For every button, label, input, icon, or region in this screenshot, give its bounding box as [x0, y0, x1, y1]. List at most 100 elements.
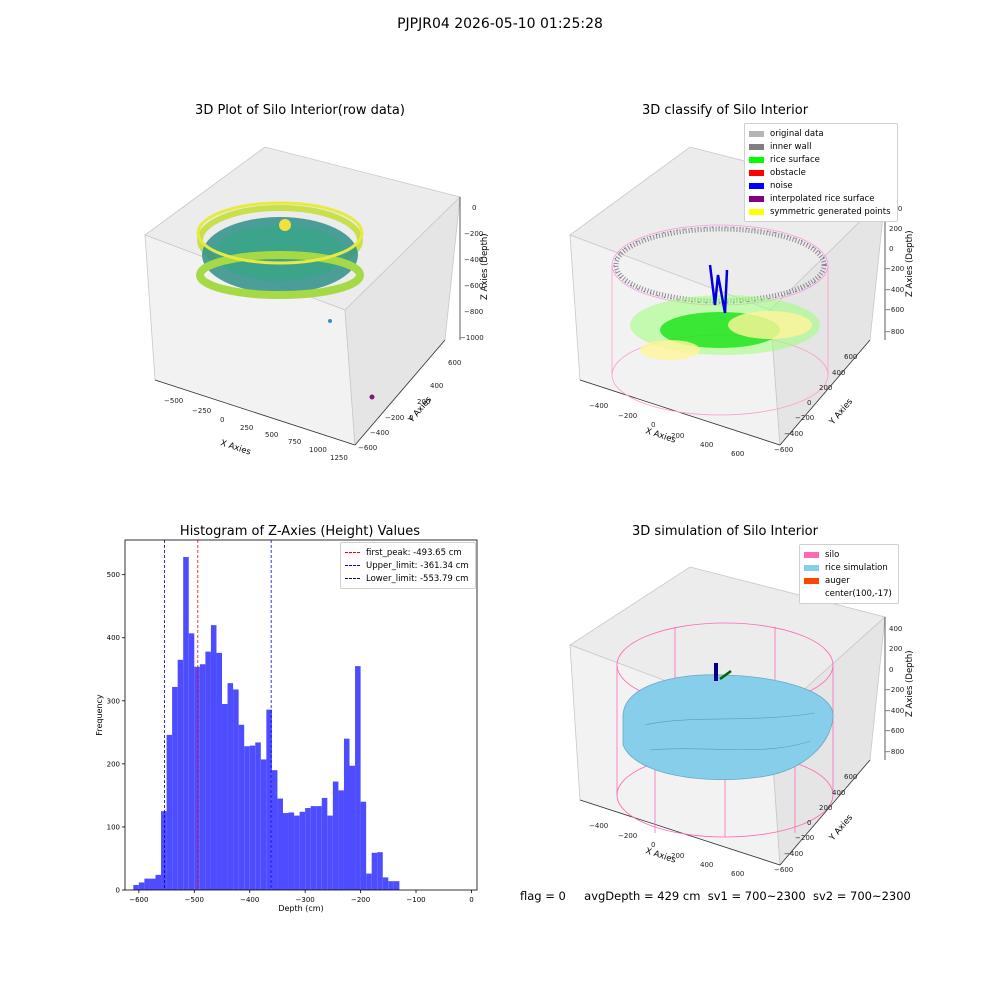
raw-3d-plot: −500 −250 0 250 500 750 1000 1250 X Axie… — [144, 146, 490, 462]
legend-item-interpolated-rice-surface: interpolated rice surface — [749, 192, 891, 205]
histogram-x-tick-label: −400 — [240, 896, 259, 904]
legend-swatch — [749, 182, 764, 189]
raw-x-tick: −500 — [164, 397, 183, 405]
legend-item-rice-surface: rice surface — [749, 153, 891, 166]
raw-plot-title: 3D Plot of Silo Interior(row data) — [195, 103, 405, 118]
raw-y-tick-labels: 600 400 200 0 −200 −400 −600 — [358, 359, 461, 452]
legend-item-lower-limit: Lower_limit: -553.79 cm — [345, 572, 469, 585]
raw-y-tick: 0 — [409, 414, 413, 422]
legend-swatch — [749, 208, 764, 215]
raw-x-tick: 0 — [220, 416, 224, 424]
simulation-y-tick: −200 — [795, 834, 814, 842]
raw-z-tick: −200 — [464, 230, 483, 238]
histogram-bar — [233, 689, 239, 890]
histogram-bar — [227, 683, 234, 890]
legend-item-auger: auger — [804, 574, 892, 587]
histogram-bar — [149, 878, 156, 890]
simulation-y-tick: 400 — [832, 789, 845, 797]
simulation-auger — [714, 663, 732, 681]
histogram-legend: first_peak: -493.65 cm Upper_limit: -361… — [340, 542, 476, 589]
histogram-bar — [210, 625, 217, 890]
classify-z-tick: 0 — [889, 245, 893, 253]
histogram-bar — [172, 686, 178, 890]
histogram-bar — [360, 801, 367, 890]
classify-y-tick-labels: 600 400 200 0 −200 −400 −600 — [774, 353, 857, 454]
simulation-x-tick: 0 — [651, 841, 655, 849]
histogram-y-tick-label: 0 — [116, 887, 120, 895]
histogram-y-ticks: 0 100 200 300 400 500 — [107, 571, 125, 895]
histogram-bar — [249, 745, 256, 890]
simulation-z-tick: −800 — [885, 748, 904, 756]
raw-y-tick: 400 — [430, 382, 443, 390]
raw-z-tick: −800 — [464, 308, 483, 316]
histogram-bar — [388, 881, 394, 890]
simulation-legend: silo rice simulation auger center(100,-1… — [799, 544, 899, 604]
histogram-x-axis-label: Depth (cm) — [278, 904, 323, 913]
classify-z-tick-labels: 400 200 0 −200 −400 −600 −800 — [885, 205, 904, 336]
raw-z-tick: −1000 — [460, 334, 484, 342]
raw-x-tick: 250 — [240, 424, 253, 432]
histogram-chart: −600 −500 −400 −300 −200 −100 0 0 100 200 300 400 5… — [95, 539, 478, 913]
classify-y-tick: 200 — [819, 384, 832, 392]
raw-x-tick: 500 — [265, 431, 278, 439]
histogram-bar — [282, 813, 289, 890]
histogram-y-axis-label: Frequency — [95, 694, 104, 736]
histogram-bar — [166, 734, 173, 890]
simulation-x-tick: 600 — [731, 870, 744, 878]
raw-y-tick: 200 — [417, 398, 430, 406]
histogram-bar — [177, 659, 184, 890]
legend-swatch — [749, 130, 764, 137]
classify-x-tick: 200 — [671, 432, 684, 440]
simulation-z-tick: −200 — [885, 686, 904, 694]
histogram-bar — [260, 759, 267, 890]
legend-swatch — [749, 195, 764, 202]
raw-y-tick: 600 — [448, 359, 461, 367]
simulation-z-tick: 0 — [889, 666, 893, 674]
histogram-bar — [294, 815, 300, 890]
simulation-x-tick: −200 — [618, 832, 637, 840]
raw-x-axis-label: X Axies — [219, 438, 252, 457]
legend-item-upper-limit: Upper_limit: -361.34 cm — [345, 559, 469, 572]
simulation-y-tick: 200 — [819, 804, 832, 812]
classify-z-tick: −600 — [885, 306, 904, 314]
histogram-bar — [355, 666, 361, 890]
classify-y-tick: 400 — [832, 369, 845, 377]
simulation-x-tick: 400 — [700, 861, 713, 869]
raw-x-tick-labels: −500 −250 0 250 500 750 1000 1250 — [164, 397, 348, 462]
histogram-bar — [144, 878, 150, 890]
classify-x-tick: 400 — [700, 441, 713, 449]
histogram-bar — [133, 884, 139, 890]
classify-y-tick: −600 — [774, 446, 793, 454]
histogram-y-tick-label: 200 — [107, 760, 120, 768]
classify-y-tick: −400 — [784, 430, 803, 438]
histogram-bar — [216, 652, 223, 890]
classify-y-tick: 0 — [807, 399, 811, 407]
histogram-bar — [277, 798, 283, 890]
raw-x-tick: −250 — [192, 407, 211, 415]
raw-y-tick: −200 — [385, 414, 404, 422]
simulation-y-axis-label: Y Axies — [827, 813, 855, 844]
histogram-bar — [238, 724, 245, 890]
status-sv1: sv1 = 700~2300 — [707, 889, 806, 903]
raw-3d-point-cloud — [196, 201, 375, 400]
histogram-bar — [321, 797, 328, 890]
histogram-bar — [188, 633, 195, 890]
legend-item-silo: silo — [804, 548, 892, 561]
histogram-bars — [133, 557, 400, 890]
legend-swatch — [749, 156, 764, 163]
histogram-bar — [332, 781, 339, 890]
raw-y-tick: −600 — [358, 444, 377, 452]
histogram-bar — [371, 852, 378, 890]
histogram-x-tick-label: −100 — [406, 896, 425, 904]
histogram-x-tick-label: −200 — [351, 896, 370, 904]
simulation-rice-surface — [622, 674, 834, 781]
classify-x-tick-labels: −400 −200 0 200 400 600 — [589, 402, 744, 458]
classify-plot-title: 3D classify of Silo Interior — [641, 103, 809, 118]
legend-item-symmetric-generated-points: symmetric generated points — [749, 205, 891, 218]
histogram-y-tick-label: 300 — [107, 697, 120, 705]
histogram-bar — [366, 873, 372, 890]
histogram-y-tick-label: 400 — [107, 634, 120, 642]
legend-item-center: center(100,-17) — [804, 587, 892, 600]
legend-swatch — [804, 564, 819, 571]
histogram-bar — [338, 790, 344, 890]
